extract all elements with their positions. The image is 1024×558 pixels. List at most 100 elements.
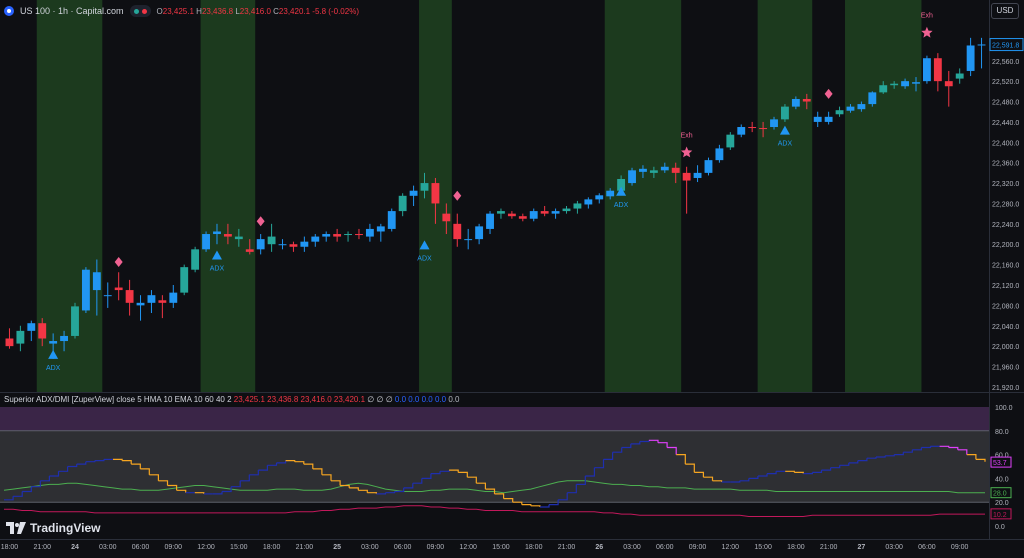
tradingview-logo-icon — [6, 522, 26, 534]
adx-step-segment — [458, 471, 468, 478]
currency-button[interactable]: USD — [991, 3, 1019, 19]
candle — [748, 121, 757, 133]
candle — [562, 206, 571, 214]
adx-step-segment — [612, 447, 623, 453]
indicator-tick-label: 40.0 — [995, 476, 1009, 483]
indicator-value-6: 0.0 — [408, 395, 420, 404]
tradingview-logo[interactable]: TradingView — [6, 521, 100, 535]
adx-step-segment — [539, 504, 550, 508]
candle — [693, 165, 702, 183]
candle-body — [202, 234, 210, 250]
time-tick-label: 12:00 — [459, 544, 477, 551]
indicator-name: Superior ADX/DMI [ZuperView] — [4, 395, 115, 404]
adx-step-segment — [394, 487, 405, 493]
candle — [846, 104, 855, 113]
candle — [518, 213, 527, 222]
candle-body — [486, 213, 494, 229]
candle — [453, 213, 462, 247]
diamond-marker — [114, 257, 123, 268]
candle-body — [704, 160, 713, 173]
candle-body — [518, 216, 527, 219]
candle — [365, 223, 374, 242]
candle-body — [824, 116, 833, 122]
candle — [857, 101, 866, 112]
candle — [92, 259, 101, 316]
adx-step-segment — [485, 488, 496, 494]
candle — [71, 302, 79, 339]
open-key: O — [156, 6, 163, 16]
candle-body — [529, 211, 538, 219]
candle-body — [759, 128, 768, 130]
adx-step-segment — [848, 460, 859, 464]
adx-step-segment — [31, 480, 41, 488]
adx-step-segment — [258, 465, 268, 471]
price-tick-label: 22,200.0 — [992, 242, 1019, 249]
last-price-box — [989, 38, 1024, 52]
candle — [781, 104, 789, 122]
time-tick-label: 09:00 — [427, 544, 445, 551]
adx-step-segment — [767, 471, 777, 475]
symbol-badge-icon — [4, 6, 14, 16]
price-tick-label: 22,280.0 — [992, 201, 1019, 208]
adx-step-segment — [231, 480, 241, 488]
candle — [584, 197, 593, 209]
candle-body — [92, 272, 101, 291]
candle — [955, 68, 964, 84]
market-status-pill[interactable] — [129, 5, 151, 17]
adx-step-segment — [694, 471, 704, 478]
candle — [475, 223, 484, 245]
price-tick-label: 22,480.0 — [992, 100, 1019, 107]
indicator-params: close 5 HMA 10 EMA 10 60 40 2 — [116, 395, 232, 404]
candle — [595, 193, 604, 204]
candle-body — [103, 295, 112, 297]
candle-body — [387, 211, 396, 229]
adx-step-segment — [748, 476, 759, 479]
symbol-legend[interactable]: US 100 · 1h · Capital.com O23,425.1 H23,… — [4, 4, 359, 18]
indicator-axis: 100.0 80.0 60.0 40.0 20.0 0.0 53.7 28.0 10.2 — [990, 405, 1013, 531]
candle-body — [770, 119, 778, 128]
candle-body — [977, 44, 986, 46]
candle-body — [311, 236, 320, 242]
adx-step-segment — [340, 484, 350, 488]
time-tick-label: 03:00 — [623, 544, 641, 551]
adx-step-segment — [403, 483, 414, 489]
time-tick-label: 03:00 — [99, 544, 117, 551]
indicator-value-2: 23,436.8 — [267, 395, 299, 404]
candle — [737, 124, 746, 138]
candle — [912, 77, 920, 92]
time-tick-label: 21:00 — [296, 544, 314, 551]
candle — [158, 295, 167, 319]
candle — [901, 78, 910, 89]
candle-body — [60, 335, 69, 342]
overbought-zone — [0, 407, 989, 431]
candle-body — [944, 81, 953, 87]
candle-body — [551, 211, 560, 214]
candle-body — [245, 249, 254, 252]
exhaustion-label: Exh — [921, 13, 933, 20]
candle — [464, 228, 473, 250]
candle — [682, 166, 691, 214]
candle — [81, 267, 90, 314]
candle-body — [639, 168, 647, 172]
indicator-legend[interactable]: Superior ADX/DMI [ZuperView] close 5 HMA… — [4, 395, 459, 404]
time-tick-label: 27 — [857, 544, 865, 551]
adx-step-segment — [966, 454, 977, 460]
indicator-value-box — [990, 487, 1012, 499]
adx-step-segment — [621, 443, 632, 449]
candle-body — [813, 116, 822, 122]
candle — [16, 325, 25, 352]
di-minus-line — [4, 505, 985, 517]
indicator-value-label: 28.0 — [993, 491, 1007, 498]
time-tick-label: 18:00 — [263, 544, 281, 551]
adx-step-segment — [13, 491, 23, 497]
candle-body — [431, 183, 440, 204]
adx-step-segment — [903, 449, 913, 453]
adx-step-segment — [812, 470, 823, 473]
adx-step-segment — [594, 459, 605, 469]
candle-body — [158, 300, 167, 303]
highlight-band-4 — [757, 0, 813, 392]
candle-body — [781, 106, 789, 120]
candle-body — [322, 234, 331, 237]
price-tick-label: 22,400.0 — [992, 140, 1019, 147]
